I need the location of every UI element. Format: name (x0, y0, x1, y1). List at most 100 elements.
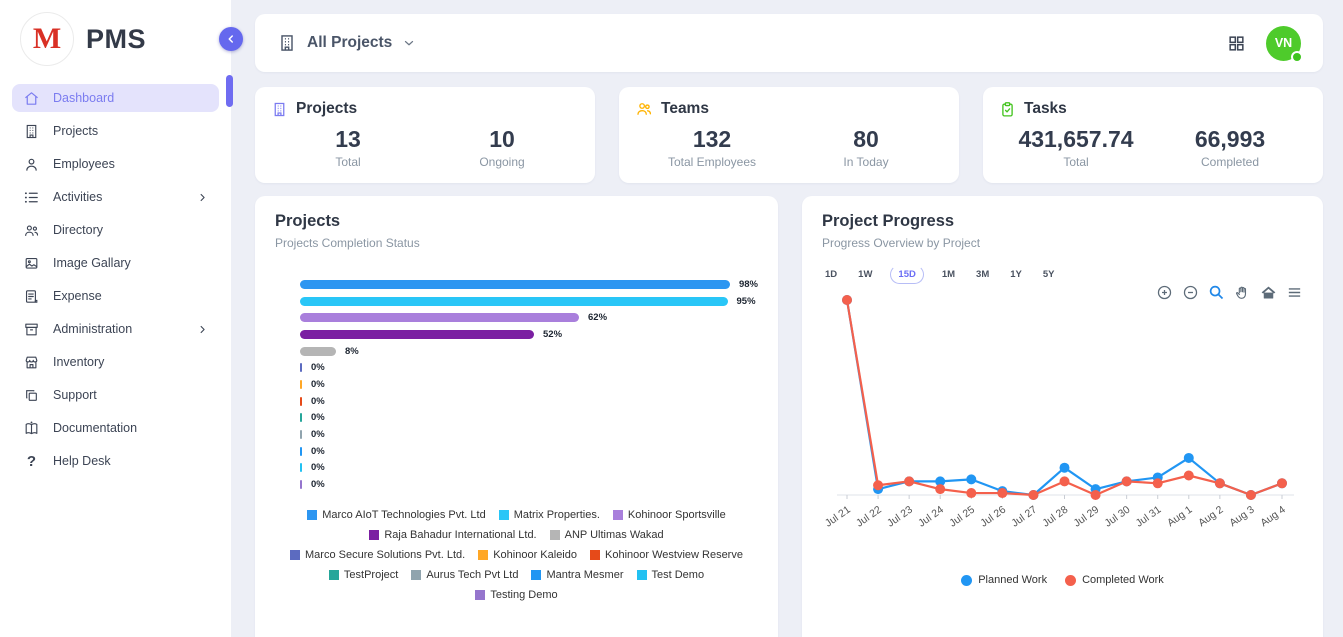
legend-item[interactable]: Completed Work (1065, 574, 1164, 586)
data-point (1090, 490, 1101, 500)
directory-icon (25, 224, 39, 236)
stat-title: Tasks (1024, 100, 1067, 117)
range-button-15d[interactable]: 15D (890, 265, 924, 284)
data-point (1121, 476, 1132, 487)
data-point (1152, 478, 1163, 489)
legend-item[interactable]: ANP Ultimas Wakad (549, 528, 664, 541)
stat-label: In Today (843, 155, 889, 169)
sidebar-item-directory[interactable]: Directory (12, 216, 219, 244)
bar-value-label: 0% (311, 378, 325, 390)
bar-value-label: 0% (311, 462, 325, 474)
bar-row: 95% (300, 293, 758, 310)
bar-value-label: 8% (345, 345, 359, 357)
legend-item[interactable]: TestProject (328, 568, 399, 581)
legend-item[interactable]: Kohinoor Sportsville (612, 508, 726, 521)
legend-item[interactable]: Aurus Tech Pvt Ltd (411, 569, 518, 581)
chevron-left-icon (228, 35, 233, 43)
range-button-1m[interactable]: 1M (941, 269, 956, 280)
bar-row: 0% (300, 460, 758, 477)
user-avatar[interactable]: VN (1266, 25, 1303, 63)
x-axis-label: Jul 24 (916, 504, 946, 530)
stat-title: Projects (296, 100, 358, 117)
legend-item[interactable]: Testing Demo (475, 589, 558, 601)
stat-value: 66,993 (1194, 126, 1266, 152)
legend-item[interactable]: Matrix Properties. (498, 508, 600, 521)
range-button-1w[interactable]: 1W (858, 269, 873, 280)
logo-letter: M (32, 22, 62, 55)
pan-icon[interactable] (1234, 284, 1251, 301)
legend-label: Kohinoor Sportsville (627, 508, 726, 521)
bar-row: 0% (300, 476, 758, 493)
sidebar-item-image-gallary[interactable]: Image Gallary (12, 249, 219, 277)
stat-label: Total (1063, 155, 1089, 169)
chevron-right-icon (200, 193, 205, 201)
menu-icon[interactable] (1286, 284, 1303, 301)
legend-swatch (290, 549, 301, 560)
data-point (904, 476, 915, 487)
data-point (873, 480, 884, 491)
sidebar-item-help-desk[interactable]: ? Help Desk (12, 447, 219, 475)
legend-label: Marco AIoT Technologies Pvt. Ltd (322, 508, 486, 521)
administration-icon (25, 323, 38, 335)
legend-item[interactable]: Marco Secure Solutions Pvt. Ltd. (290, 549, 465, 561)
sidebar-item-label: Activities (53, 190, 103, 204)
apps-grid-icon[interactable] (1227, 34, 1246, 53)
sidebar-item-employees[interactable]: Employees (12, 150, 219, 178)
stat-value: 431,657.74 (1018, 126, 1134, 152)
data-point (997, 488, 1008, 499)
legend-item[interactable]: Kohinoor Westview Reserve (590, 549, 743, 561)
sidebar-item-label: Dashboard (53, 91, 115, 105)
legend-item[interactable]: Marco AIoT Technologies Pvt. Ltd (307, 508, 486, 521)
sidebar-item-dashboard[interactable]: Dashboard (12, 84, 219, 112)
home-icon[interactable] (1260, 284, 1277, 301)
sidebar-item-expense[interactable]: Expense (12, 282, 219, 310)
bar-value-label: 0% (311, 479, 325, 491)
people-icon (637, 103, 652, 115)
data-point (1277, 478, 1287, 489)
sidebar-item-documentation[interactable]: Documentation (12, 414, 219, 442)
legend-label: Test Demo (651, 568, 705, 581)
bar (300, 346, 336, 356)
project-selector[interactable]: All Projects (277, 33, 416, 53)
legend-label: Matrix Properties. (513, 508, 600, 521)
sidebar-item-inventory[interactable]: Inventory (12, 348, 219, 376)
legend-swatch (531, 569, 542, 580)
help-icon: ? (26, 452, 37, 470)
sidebar-item-label: Projects (53, 124, 99, 138)
legend-item[interactable]: Mantra Mesmer (531, 569, 624, 581)
sidebar-collapse-button[interactable] (219, 27, 243, 51)
zoom-in-icon[interactable] (1156, 284, 1173, 301)
chart-title: Project Progress (822, 212, 955, 230)
online-status-dot (1291, 50, 1303, 63)
range-button-5y[interactable]: 5Y (1042, 269, 1055, 280)
sidebar-item-projects[interactable]: Projects (12, 117, 219, 145)
box-zoom-icon[interactable] (1208, 284, 1225, 301)
legend-item[interactable]: Planned Work (961, 574, 1047, 586)
zoom-out-icon[interactable] (1182, 284, 1199, 301)
legend-item[interactable]: Raja Bahadur International Ltd. (369, 529, 537, 541)
legend-label: ANP Ultimas Wakad (564, 528, 664, 541)
line-chart-legend: Planned Work Completed Work (822, 574, 1303, 586)
building-icon (274, 102, 285, 116)
range-button-1d[interactable]: 1D (825, 269, 838, 280)
range-button-1y[interactable]: 1Y (1010, 269, 1022, 280)
legend-label: TestProject (343, 568, 399, 581)
sidebar-item-activities[interactable]: Activities (12, 183, 219, 211)
bar-row: 0% (300, 359, 758, 376)
legend-item[interactable]: Test Demo (636, 568, 705, 581)
active-item-indicator (226, 75, 233, 107)
stat-title: Teams (661, 100, 709, 117)
bar-row: 0% (300, 426, 758, 443)
bar-row: 98% (300, 276, 758, 293)
chart-subtitle: Progress Overview by Project (822, 236, 981, 250)
sidebar-item-support[interactable]: Support (12, 381, 219, 409)
legend-item[interactable]: Kohinoor Kaleido (478, 549, 577, 561)
range-button-3m[interactable]: 3M (976, 269, 990, 280)
main-content: All Projects VN Projects 13 Total 10 Ongoi… (231, 0, 1343, 637)
bar-row: 52% (300, 326, 758, 343)
sidebar-item-administration[interactable]: Administration (12, 315, 219, 343)
data-point (1245, 490, 1256, 500)
documentation-icon (25, 420, 38, 434)
bar-value-label: 98% (738, 278, 758, 290)
data-point (935, 476, 946, 487)
